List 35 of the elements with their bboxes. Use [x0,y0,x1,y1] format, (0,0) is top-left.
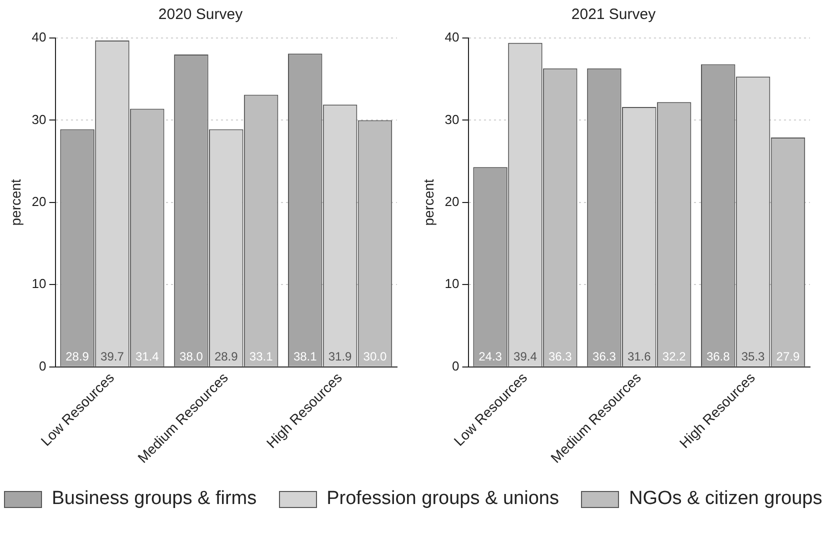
legend-label: NGOs & citizen groups [628,488,822,510]
data-label: 36.8 [706,350,730,364]
y-axis-title: percent [7,178,24,226]
data-label: 24.3 [478,350,502,364]
data-label: 31.4 [135,350,160,364]
data-label: 28.9 [66,350,90,364]
data-label: 31.9 [328,350,352,364]
data-label: 35.3 [741,350,766,364]
data-label: 38.1 [293,350,318,364]
chart-title: 2020 Survey [158,6,244,24]
y-tick-label: 20 [32,194,46,209]
y-axis-title: percent [420,178,436,226]
data-label: 32.2 [662,350,686,364]
data-label: 30.0 [363,350,387,364]
data-label: 36.3 [548,350,572,364]
data-label: 38.0 [180,350,204,364]
data-label: 39.4 [514,350,538,364]
y-tick-label: 30 [444,112,460,127]
legend-label: Business groups & firms [52,488,257,510]
y-tick-label: 40 [32,30,46,45]
legend-label: Profession groups & unions [326,488,559,510]
data-label: 28.9 [214,350,238,364]
y-tick-label: 0 [39,358,46,374]
y-tick-label: 40 [444,30,460,45]
y-tick-label: 10 [444,276,460,292]
data-label: 27.9 [776,350,800,364]
data-label: 33.1 [249,350,274,364]
data-label: 39.7 [100,350,124,364]
y-tick-label: 20 [444,194,460,209]
y-tick-label: 10 [32,276,46,292]
chart-title: 2021 Survey [571,6,656,24]
data-label: 31.6 [627,350,652,364]
y-tick-label: 0 [452,358,460,374]
data-label: 36.3 [592,350,616,364]
y-tick-label: 30 [32,112,46,127]
